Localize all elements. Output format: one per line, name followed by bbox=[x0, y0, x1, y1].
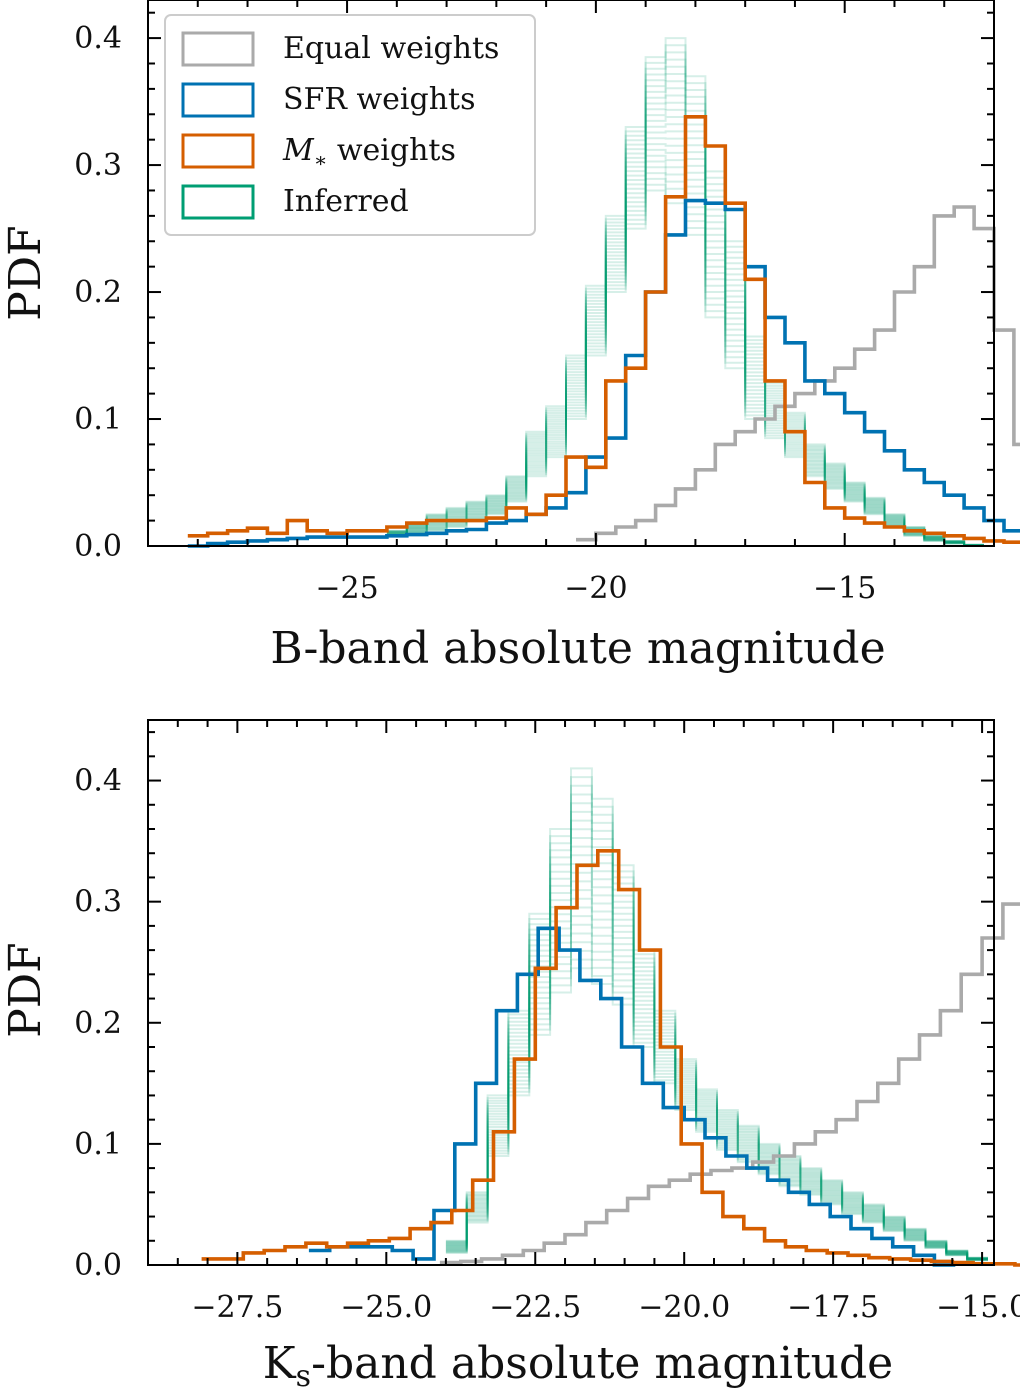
inferred-sample-line bbox=[386, 65, 984, 546]
legend-entry-equal: Equal weights bbox=[181, 31, 499, 67]
inferred-sample-line bbox=[386, 51, 984, 546]
inferred-sample-line bbox=[386, 73, 984, 546]
inferred-sample-line bbox=[445, 871, 988, 1260]
x-tick-label: −27.5 bbox=[191, 1290, 283, 1325]
inferred-sample-line bbox=[445, 845, 988, 1260]
legend-label-mstar-rest: weights bbox=[327, 133, 456, 168]
inferred-sample-line bbox=[386, 58, 984, 546]
inferred-sample-line bbox=[445, 932, 988, 1261]
panel-b-band: −25 −20 −15 0.0 0.1 0.2 0.3 0.4 PDF B-band abso… bbox=[0, 0, 1020, 674]
x-axis-label-ks-sub: s bbox=[296, 1359, 311, 1394]
series-lines-ks bbox=[201, 849, 1020, 1267]
inferred-sample-line bbox=[386, 183, 984, 547]
plot-frame-b bbox=[147, 0, 995, 547]
inferred-sample-line bbox=[386, 189, 984, 547]
legend: Equal weights SFR weights M∗ weights Inf… bbox=[164, 14, 536, 236]
y-tick-label: 0.4 bbox=[74, 764, 122, 799]
x-tick-label: −25.0 bbox=[340, 1290, 432, 1325]
series-line-mstar-ks bbox=[201, 849, 1020, 1267]
x-tick-label: −17.5 bbox=[787, 1290, 879, 1325]
series-lines-b bbox=[187, 115, 1020, 548]
y-tick-label: 0.2 bbox=[74, 1006, 122, 1041]
y-tick-label: 0.0 bbox=[74, 529, 122, 564]
y-tick-label: 0.2 bbox=[74, 275, 122, 310]
x-tick-label: −20.0 bbox=[638, 1290, 730, 1325]
inferred-sample-line bbox=[386, 94, 984, 547]
legend-label-mstar-main: M bbox=[282, 133, 315, 168]
series-line-sfr-b bbox=[187, 198, 1020, 548]
tick-labels-b: −25 −20 −15 0.0 0.1 0.2 0.3 0.4 bbox=[74, 21, 876, 606]
y-axis-label-b: PDF bbox=[0, 225, 51, 320]
inferred-sample-line bbox=[445, 906, 988, 1261]
series-line-equal-b bbox=[576, 205, 1020, 542]
series-line-sfr-ks bbox=[308, 926, 956, 1267]
y-tick-label: 0.1 bbox=[74, 1127, 122, 1162]
inferred-band-ks bbox=[445, 767, 988, 1262]
plot-frame-ks bbox=[147, 719, 995, 1266]
series-line-mstar-b bbox=[187, 115, 1020, 544]
legend-label-mstar-sub: ∗ bbox=[314, 148, 328, 172]
legend-label-mstar: M∗ weights bbox=[282, 133, 456, 172]
legend-label-inferred: Inferred bbox=[283, 184, 409, 219]
x-tick-label: −25 bbox=[315, 571, 378, 606]
ticks-ks bbox=[147, 720, 994, 1266]
legend-swatch-equal bbox=[181, 31, 255, 67]
panel-ks-band: −27.5 −25.0 −22.5 −20.0 −17.5 −15.0 0.0 0.1 0.2 0… bbox=[0, 719, 1020, 1394]
tick-labels-ks: −27.5 −25.0 −22.5 −20.0 −17.5 −15.0 0.0 0.1 0.2 0… bbox=[74, 764, 1020, 1325]
x-axis-label-ks-main: K bbox=[263, 1338, 297, 1389]
ticks-b bbox=[147, 0, 995, 547]
inferred-sample-line bbox=[445, 802, 988, 1260]
y-tick-label: 0.3 bbox=[74, 885, 122, 920]
legend-entry-inferred: Inferred bbox=[181, 184, 409, 220]
legend-swatch-mstar bbox=[181, 133, 255, 169]
x-tick-label: −20 bbox=[564, 571, 627, 606]
inferred-sample-line bbox=[386, 87, 984, 547]
legend-entry-sfr: SFR weights bbox=[181, 82, 476, 118]
x-tick-label: −15 bbox=[813, 571, 876, 606]
series-line-equal-ks bbox=[439, 902, 1020, 1265]
inferred-sample-line bbox=[386, 80, 984, 547]
x-tick-label: −22.5 bbox=[489, 1290, 581, 1325]
x-tick-label: −15.0 bbox=[936, 1290, 1020, 1325]
y-axis-label-ks: PDF bbox=[0, 942, 51, 1037]
inferred-sample-line bbox=[386, 44, 984, 546]
x-axis-label-ks: Ks-band absolute magnitude bbox=[263, 1338, 893, 1394]
y-tick-label: 0.4 bbox=[74, 21, 122, 56]
legend-box bbox=[164, 14, 536, 236]
inferred-sample-line bbox=[445, 880, 988, 1261]
y-tick-label: 0.0 bbox=[74, 1248, 122, 1283]
legend-label-equal: Equal weights bbox=[283, 31, 499, 66]
inferred-sample-line bbox=[445, 915, 988, 1261]
inferred-sample-line bbox=[445, 776, 988, 1259]
legend-swatch-sfr bbox=[181, 82, 255, 118]
inferred-sample-line bbox=[445, 897, 988, 1261]
inferred-sample-line bbox=[445, 784, 988, 1259]
inferred-sample-line bbox=[386, 37, 984, 546]
legend-label-sfr: SFR weights bbox=[283, 82, 476, 117]
y-tick-label: 0.1 bbox=[74, 402, 122, 437]
legend-swatch-inferred bbox=[181, 184, 255, 220]
inferred-sample-line bbox=[445, 854, 988, 1260]
legend-entry-mstar: M∗ weights bbox=[181, 133, 456, 172]
y-tick-label: 0.3 bbox=[74, 148, 122, 183]
inferred-sample-line bbox=[445, 941, 988, 1261]
inferred-sample-line bbox=[445, 967, 988, 1262]
inferred-sample-line bbox=[445, 923, 988, 1261]
x-axis-label-b: B-band absolute magnitude bbox=[270, 623, 885, 674]
x-axis-label-ks-rest: -band absolute magnitude bbox=[311, 1338, 893, 1389]
inferred-sample-line bbox=[445, 767, 988, 1259]
inferred-sample-line bbox=[445, 889, 988, 1261]
